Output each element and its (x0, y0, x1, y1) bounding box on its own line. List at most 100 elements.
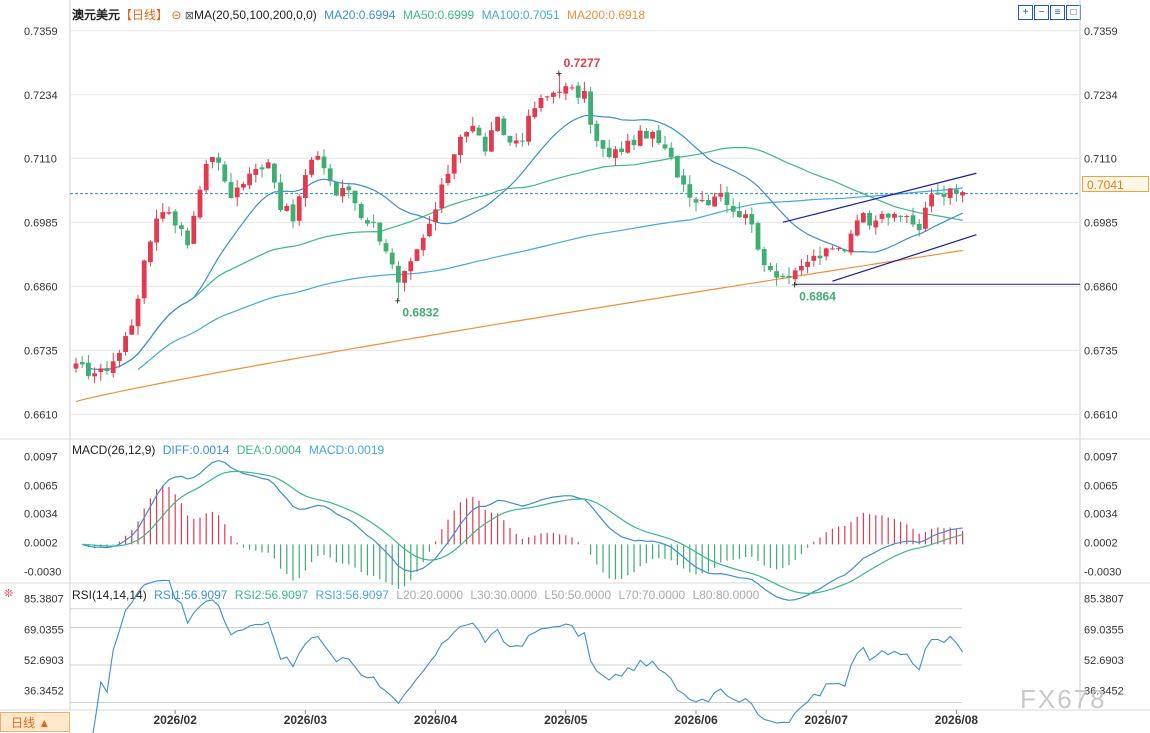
extreme-price-label: 0.6864 (799, 289, 836, 303)
rsi-axis-label-right: 36.3452 (1084, 686, 1124, 698)
candle-body (885, 213, 891, 218)
candle-body (358, 204, 364, 219)
rsi-axis-label-left: 36.3452 (24, 686, 64, 698)
candle-body (470, 125, 476, 132)
candle-body (346, 186, 352, 191)
candle-body (551, 92, 556, 97)
macd-axis-label-right: -0.0030 (1084, 566, 1121, 578)
candle-body (538, 97, 544, 108)
candle-body (954, 189, 959, 194)
candle-body (854, 220, 860, 236)
rsi-line (92, 579, 964, 733)
ma-params-label[interactable]: MA(20,50,100,200,0,0) (194, 8, 317, 22)
candle-body (929, 194, 934, 207)
candle-body (532, 108, 538, 117)
x-axis-label: 2026/06 (674, 713, 718, 727)
candle-body (823, 248, 829, 257)
candle-body (811, 255, 817, 261)
zoom-in-icon[interactable]: + (1018, 5, 1033, 20)
candle-body (613, 149, 618, 158)
candle-body (309, 159, 314, 175)
channel-lower-line (832, 234, 977, 282)
candle-body (600, 140, 606, 149)
x-axis-label: 2026/04 (414, 713, 458, 727)
ma-settings-icon[interactable]: ⊝ (171, 8, 182, 22)
candle-body (644, 130, 649, 139)
rsi-l30-label: L30:30.0000 (470, 588, 538, 602)
rsi-l80-label: L80:80.0000 (692, 588, 760, 602)
candle-body (272, 163, 277, 183)
candle-body (414, 249, 420, 261)
ma50-line (100, 146, 963, 371)
zoom-out-icon[interactable]: − (1034, 5, 1049, 20)
candle-body (197, 189, 203, 218)
rsi3-label: RSI3:56.9097 (315, 588, 389, 602)
price-axis-label-right: 0.6985 (1084, 217, 1118, 229)
candle-body (482, 136, 488, 152)
ma200-label: MA200:0.6918 (566, 8, 646, 22)
macd-dea-line (82, 470, 963, 595)
candle-body (104, 368, 110, 372)
macd-axis-label-right: 0.0034 (1084, 509, 1118, 521)
candle-body (154, 218, 159, 243)
candle-body (495, 116, 500, 132)
candle-body (755, 223, 761, 250)
candle-body (327, 168, 333, 182)
candle-body (148, 241, 153, 263)
candle-body (315, 155, 321, 160)
candle-body (172, 211, 178, 226)
settings-icon[interactable]: ≡ (1050, 5, 1065, 20)
candle-body (941, 194, 947, 197)
candle-body (947, 188, 953, 199)
candle-body (433, 209, 438, 222)
candle-body (960, 192, 965, 196)
candle-body (817, 255, 823, 259)
timeframe-button[interactable]: 日线 ▲ (0, 712, 70, 732)
candle-body (805, 261, 810, 267)
candle-body (501, 118, 507, 136)
rsi-header: RSI(14,14,14) RSI1:56.9097 RSI2:56.9097 … (72, 588, 759, 602)
price-axis-label-left: 0.6610 (24, 409, 58, 421)
candle-body (842, 249, 848, 252)
macd-label[interactable]: MACD(26,12,9) (72, 443, 156, 457)
candle-body (910, 215, 916, 225)
ma20-line (88, 114, 963, 371)
candle-body (439, 184, 445, 209)
price-axis-label-right: 0.7359 (1084, 26, 1118, 38)
candle-body (786, 275, 792, 278)
candle-body (712, 196, 717, 207)
candle-body (389, 252, 395, 265)
candle-body (892, 213, 897, 218)
x-axis-label: 2026/08 (935, 713, 979, 727)
candle-body (557, 91, 562, 93)
candle-body (873, 220, 879, 228)
candle-body (92, 373, 97, 377)
rsi-label[interactable]: RSI(14,14,14) (72, 588, 147, 602)
candle-body (160, 212, 166, 219)
candle-body (513, 140, 519, 144)
candle-body (123, 336, 128, 352)
candle-body (675, 156, 680, 178)
rsi-settings-icon[interactable]: ❊ (4, 588, 14, 600)
candle-body (749, 214, 755, 225)
candle-body (284, 205, 290, 211)
rsi-axis-label-left: 85.3807 (24, 594, 64, 606)
candle-body (191, 215, 197, 244)
candle-body (265, 162, 271, 169)
macd-axis-label-right: 0.0097 (1084, 452, 1118, 464)
ma100-label: MA100:0.7051 (481, 8, 560, 22)
candle-body (606, 147, 612, 157)
candle-body (110, 361, 116, 373)
candle-body (619, 148, 624, 152)
rsi-l50-label: L50:50.0000 (544, 588, 612, 602)
macd-axis-label-right: 0.0002 (1084, 538, 1118, 550)
macd-diff-label: DIFF:0.0014 (162, 443, 230, 457)
candle-body (489, 130, 494, 152)
candle-body (662, 144, 668, 149)
candle-body (73, 363, 79, 369)
macd-axis-label-left: -0.0030 (24, 566, 61, 578)
channel-upper-line (782, 172, 977, 223)
period-label[interactable]: 【日线】 (120, 8, 169, 22)
main-chart-header: 澳元美元【日线】 ⊝ ⊠MA(20,50,100,200,0,0) MA20:0… (72, 6, 645, 23)
